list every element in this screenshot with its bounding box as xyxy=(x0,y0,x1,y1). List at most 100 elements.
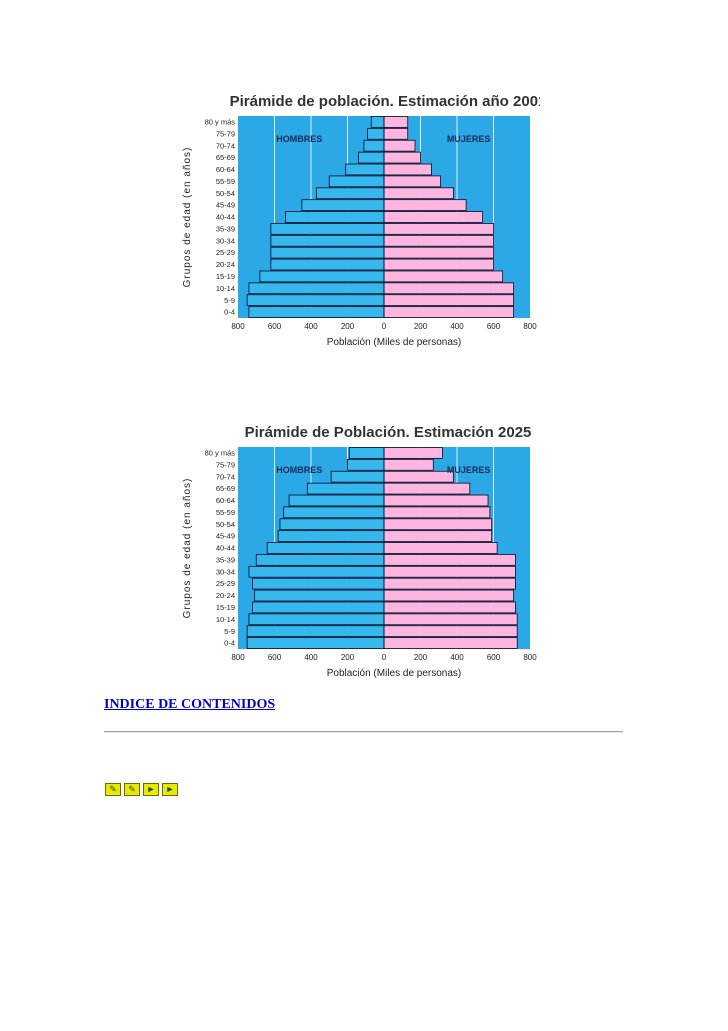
age-label: 60-64 xyxy=(216,496,235,505)
age-label: 55-59 xyxy=(216,508,235,517)
y-axis-label: Grupos de edad (en años) xyxy=(182,147,193,288)
bar-mujeres-30-34 xyxy=(383,565,516,578)
bar-mujeres-15-19 xyxy=(383,601,516,614)
bar-mujeres-60-64 xyxy=(383,163,432,176)
x-tick-label: 600 xyxy=(487,653,501,662)
next-page-icon[interactable]: ► xyxy=(162,783,178,796)
bar-mujeres-45-49 xyxy=(383,530,493,542)
bar-hombres-60-64 xyxy=(345,163,385,176)
x-tick-label: 400 xyxy=(304,322,318,331)
age-label: 50-54 xyxy=(216,520,235,529)
age-label: 25-29 xyxy=(216,579,235,588)
age-label: 75-79 xyxy=(216,460,235,469)
bar-hombres-50-54 xyxy=(279,518,385,531)
bar-hombres-70-74 xyxy=(363,139,385,152)
horizontal-divider xyxy=(104,731,623,733)
pyramid-svg: Pirámide de Población. Estimación 2025 80… xyxy=(182,424,537,679)
bar-hombres-15-19 xyxy=(259,270,385,283)
x-tick-label: 200 xyxy=(341,653,355,662)
age-label: 55-59 xyxy=(216,177,235,186)
age-label: 50-54 xyxy=(216,189,235,198)
bar-mujeres-0-4 xyxy=(383,637,518,649)
bar-hombres-40-44 xyxy=(285,211,385,223)
bar-mujeres-45-49 xyxy=(383,199,467,211)
bar-mujeres-70-74 xyxy=(383,139,416,152)
age-label: 65-69 xyxy=(216,484,235,493)
bar-mujeres-5-9 xyxy=(383,625,518,638)
bar-mujeres-10-14 xyxy=(383,282,514,295)
pyramid-svg: Pirámide de población. Estimación año 20… xyxy=(182,93,540,348)
bar-hombres-15-19 xyxy=(252,601,385,614)
bar-mujeres-80 y más xyxy=(383,447,443,459)
x-tick-label: 200 xyxy=(341,322,355,331)
bar-hombres-5-9 xyxy=(246,625,385,638)
age-label: 5-9 xyxy=(224,627,235,636)
age-label: 70-74 xyxy=(216,141,235,150)
age-label: 60-64 xyxy=(216,165,235,174)
hombres-label: HOMBRES xyxy=(276,134,322,144)
bar-hombres-45-49 xyxy=(277,530,385,542)
bar-hombres-65-69 xyxy=(358,151,385,164)
bar-hombres-0-4 xyxy=(246,637,385,649)
bar-hombres-25-29 xyxy=(270,246,385,259)
age-label: 25-29 xyxy=(216,248,235,257)
x-tick-label: 400 xyxy=(450,322,464,331)
bar-hombres-20-24 xyxy=(270,258,385,271)
x-tick-label: 800 xyxy=(231,653,245,662)
bar-hombres-35-39 xyxy=(255,554,385,566)
pyramid-chart-2025: Pirámide de Población. Estimación 2025 80… xyxy=(180,419,540,691)
bar-hombres-80 y más xyxy=(348,447,385,459)
bar-mujeres-50-54 xyxy=(383,518,493,531)
age-label: 0-4 xyxy=(224,639,235,648)
x-tick-label: 400 xyxy=(450,653,464,662)
chart-title: Pirámide de Población. Estimación 2025 xyxy=(245,424,532,441)
mujeres-label: MUJERES xyxy=(447,465,491,475)
bar-hombres-55-59 xyxy=(328,175,385,188)
bar-mujeres-40-44 xyxy=(383,542,498,554)
forward-icon[interactable]: ► xyxy=(143,783,159,796)
pyramid-chart-2001: Pirámide de población. Estimación año 20… xyxy=(180,88,540,360)
bar-hombres-5-9 xyxy=(246,294,385,307)
bar-hombres-80 y más xyxy=(370,116,385,128)
age-label: 35-39 xyxy=(216,224,235,233)
x-tick-label: 400 xyxy=(304,653,318,662)
bar-mujeres-50-54 xyxy=(383,187,454,200)
bar-mujeres-5-9 xyxy=(383,294,514,307)
x-tick-label: 200 xyxy=(414,653,428,662)
bar-hombres-0-4 xyxy=(248,306,385,318)
bar-mujeres-30-34 xyxy=(383,234,494,247)
age-label: 0-4 xyxy=(224,308,235,317)
bar-hombres-65-69 xyxy=(306,482,385,495)
hombres-label: HOMBRES xyxy=(276,465,322,475)
age-label: 75-79 xyxy=(216,129,235,138)
x-tick-label: 800 xyxy=(231,322,245,331)
x-tick-label: 600 xyxy=(268,653,282,662)
age-label: 5-9 xyxy=(224,296,235,305)
bar-hombres-35-39 xyxy=(270,223,385,235)
bar-mujeres-25-29 xyxy=(383,577,516,590)
age-label: 65-69 xyxy=(216,153,235,162)
bar-hombres-10-14 xyxy=(248,282,385,295)
bar-mujeres-65-69 xyxy=(383,482,471,495)
bar-hombres-10-14 xyxy=(248,613,385,626)
age-label: 30-34 xyxy=(216,236,235,245)
bar-hombres-25-29 xyxy=(252,577,385,590)
age-label: 40-44 xyxy=(216,544,235,553)
bar-mujeres-55-59 xyxy=(383,506,491,519)
age-label: 30-34 xyxy=(216,567,235,576)
age-label: 45-49 xyxy=(216,201,235,210)
bar-hombres-45-49 xyxy=(301,199,385,211)
bar-hombres-20-24 xyxy=(254,589,385,602)
x-axis-label: Población (Miles de personas) xyxy=(327,668,462,679)
back-icon[interactable]: ✎ xyxy=(124,783,140,796)
x-axis-label: Población (Miles de personas) xyxy=(327,337,462,348)
bar-hombres-60-64 xyxy=(288,494,385,507)
age-label: 80 y más xyxy=(205,449,236,458)
bar-hombres-30-34 xyxy=(270,234,385,247)
previous-page-icon[interactable]: ✎ xyxy=(105,783,121,796)
x-tick-label: 800 xyxy=(523,322,537,331)
x-tick-label: 600 xyxy=(487,322,501,331)
age-label: 35-39 xyxy=(216,555,235,564)
index-link[interactable]: INDICE DE CONTENIDOS xyxy=(104,697,276,712)
mujeres-label: MUJERES xyxy=(447,134,491,144)
